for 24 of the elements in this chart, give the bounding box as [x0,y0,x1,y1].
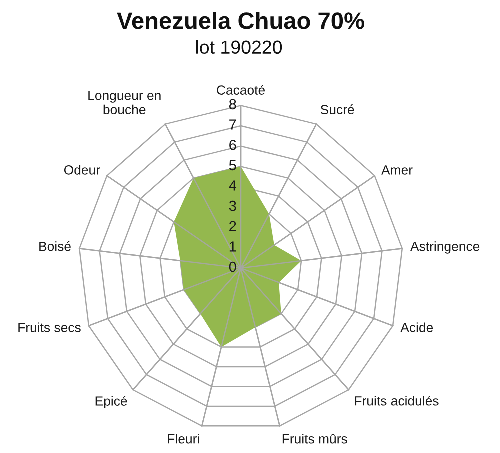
chart-title: Venezuela Chuao 70% [117,12,364,30]
spoke-label: Odeur [64,165,100,175]
spoke-label: Epicé [96,396,128,409]
y-tick-label: 0 [229,262,236,272]
y-tick-label: 5 [229,160,236,171]
y-tick-label: 3 [229,200,236,212]
spoke-label: Fleuri [168,434,200,444]
spoke-label: Amer [382,166,413,175]
y-tick-label: 4 [229,180,237,191]
spoke-label: Longueur en bouche [88,91,161,115]
y-tick-label: 8 [229,99,236,110]
y-tick-label: 2 [230,221,236,232]
y-tick-label: 1 [230,242,236,252]
y-tick-label: 6 [230,140,236,150]
spoke-label: Sucré [320,104,354,115]
spoke-label: Acide [400,322,434,332]
spoke-label: Astringence [410,242,480,254]
chart-subtitle: lot 190220 [196,40,282,54]
spoke-label: Boisé [40,241,71,252]
spoke-label: Fruits acidulés [355,396,439,406]
spoke-label: Fruits mûrs [282,434,348,444]
y-tick-label: 7 [230,120,236,130]
spoke-label: Cacaoté [217,85,265,95]
spoke-label: Fruits secs [18,322,81,332]
